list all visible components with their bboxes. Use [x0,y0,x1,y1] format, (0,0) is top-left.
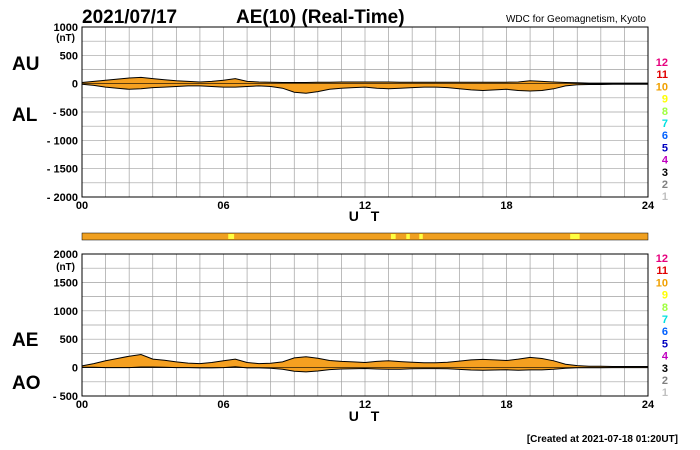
ae-ao-ytick-label: 1500 [54,277,78,289]
au-al-ytick-label: - 1500 [47,164,78,176]
au-al-ytick-label: 0 [72,79,78,91]
station-bar-background [81,232,649,241]
data-source: WDC for Geomagnetism, Kyoto [506,14,646,25]
station-bar-gap [406,234,410,239]
ae-ao-legend-count-8: 8 [662,302,668,314]
ae-ao-legend-count-10: 10 [656,277,668,289]
plot-date: 2021/07/17 [82,7,177,28]
au-al-legend-count-1: 1 [662,191,668,203]
au-al-legend-count-2: 2 [662,179,668,191]
au-al-plot-frame [81,26,649,198]
au-label: AU [12,54,39,75]
au-al-legend-count-3: 3 [662,167,668,179]
ae-ao-legend-count-3: 3 [662,363,668,375]
ae-ao-xtick-label: 06 [217,399,229,411]
au-al-legend-count-4: 4 [662,155,669,167]
ae-ao-legend-count-12: 12 [656,253,668,265]
au-al-xtick-label: 24 [642,200,655,212]
au-al-x-axis-label: U T [349,208,384,224]
ae-label: AE [12,330,38,351]
station-bar-gap [419,234,423,239]
al-label: AL [12,105,38,126]
station-bar-gap [570,234,580,239]
ae-ao-ytick-label: 500 [60,334,78,346]
ae-ao-legend-count-11: 11 [656,265,668,277]
ae-ao-legend-count-9: 9 [662,290,668,302]
ao-label: AO [12,373,41,394]
plot-title: AE(10) (Real-Time) [236,7,405,28]
ae-ao-unit-label: (nT) [56,262,75,273]
ae-ao-legend-count-7: 7 [662,314,668,326]
au-al-ytick-label: 500 [60,50,78,62]
au-al-ytick-label: 1000 [54,22,78,34]
au-al-xtick-label: 12 [359,200,371,212]
au-al-legend-count-8: 8 [662,106,668,118]
ae-ao-legend-count-4: 4 [662,351,669,363]
ae-ao-ytick-label: 1000 [54,306,78,318]
au-al-ytick-label: - 500 [53,107,78,119]
au-al-legend-count-7: 7 [662,118,668,130]
ae-ao-legend-count-6: 6 [662,326,668,338]
au-al-area-fill [82,77,648,94]
ae-ao-legend-count-5: 5 [662,338,668,350]
au-al-legend-count-12: 12 [656,57,668,69]
station-bar-gap [390,234,396,239]
station-bar-gap [228,234,235,239]
ae-ao-plot-frame [81,253,649,397]
au-al-legend-count-10: 10 [656,81,668,93]
ae-ao-series-ae-line [81,353,648,367]
ae-ao-ytick-label: 0 [72,363,78,375]
created-timestamp: [Created at 2021-07-18 01:20UT] [527,434,678,445]
au-al-legend-count-11: 11 [656,69,668,81]
ae-ao-legend-count-1: 1 [662,387,668,399]
au-al-xtick-label: 00 [76,200,88,212]
au-al-ytick-label: - 2000 [47,192,78,204]
ae-ao-x-axis-label: U T [349,408,384,424]
au-al-xtick-label: 06 [217,200,229,212]
au-al-ytick-label: - 1000 [47,135,78,147]
au-al-xtick-label: 18 [500,200,512,212]
ae-ao-xtick-label: 18 [500,399,512,411]
station-coverage-bar [81,232,649,241]
ae-ao-legend-count-2: 2 [662,375,668,387]
ae-ao-xtick-label: 00 [76,399,88,411]
ae-ao-xtick-label: 12 [359,399,371,411]
ae-ao-ytick-label: 2000 [54,249,78,261]
au-al-unit-label: (nT) [56,33,75,44]
ae-ao-ytick-label: - 500 [53,391,78,403]
au-al-legend-count-9: 9 [662,94,668,106]
au-al-series-al-line [81,83,648,94]
au-al-series-au-line [81,76,648,84]
au-al-legend-count-5: 5 [662,142,668,154]
ae-ao-xtick-label: 24 [642,399,655,411]
au-al-legend-count-6: 6 [662,130,668,142]
